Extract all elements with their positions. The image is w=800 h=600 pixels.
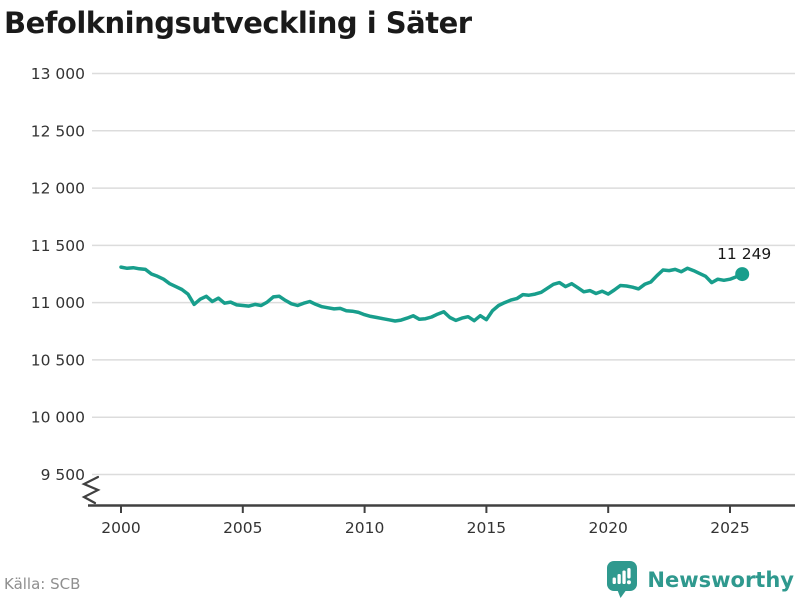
population-line [119, 265, 744, 323]
x-axis-tick-label: 2005 [223, 519, 262, 537]
last-value-label: 11 249 [717, 245, 771, 263]
x-axis-tick-label: 2010 [345, 519, 384, 537]
axis-break-squiggle [81, 475, 101, 505]
newsworthy-wordmark: Newsworthy [647, 568, 794, 592]
y-axis-tick-label: 11 000 [31, 294, 85, 312]
x-axis-tick-label: 2000 [101, 519, 140, 537]
newsworthy-logo: Newsworthy [606, 561, 794, 599]
y-axis-tick-label: 10 000 [31, 409, 85, 427]
y-axis-tick-label: 12 500 [31, 122, 85, 140]
y-axis-tick-label: 11 500 [31, 237, 85, 255]
source-label: Källa: SCB [4, 575, 81, 593]
x-axis-tick-label: 2015 [467, 519, 506, 537]
x-axis-tick-label: 2020 [588, 519, 627, 537]
y-axis-tick-label: 9 500 [41, 466, 85, 484]
y-axis-tick-label: 12 000 [31, 180, 85, 198]
y-axis-tick-label: 10 500 [31, 351, 85, 369]
y-axis-tick-label: 13 000 [31, 65, 85, 83]
last-value-dot [735, 267, 750, 282]
newsworthy-chart-bubble-icon [607, 561, 638, 598]
chart-title: Befolkningsutveckling i Säter [4, 6, 472, 40]
x-axis-tick-label: 2025 [710, 519, 749, 537]
